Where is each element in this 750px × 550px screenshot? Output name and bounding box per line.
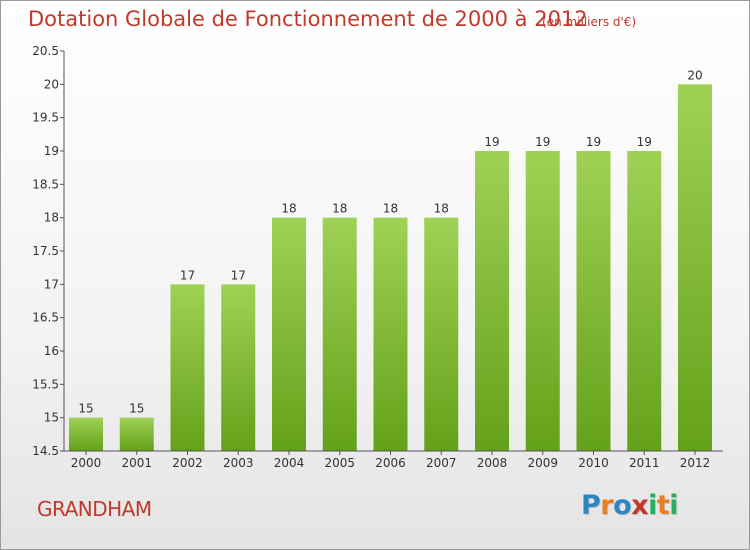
bar-value-label: 18 — [281, 202, 296, 216]
bar-value-label: 19 — [637, 135, 652, 149]
axes-layer: 14.5 15 15.5 16 16.5 17 17.5 18 18.5 19 19.5 20 20.5… — [32, 44, 723, 470]
logo-letter: i — [669, 490, 679, 521]
y-tick-label: 16.5 — [32, 311, 59, 325]
y-tick-label: 14.5 — [32, 444, 59, 458]
x-tick-label: 2010 — [578, 456, 609, 470]
logo-letter: t — [656, 490, 670, 521]
bar — [373, 217, 408, 451]
y-tick-label: 18.5 — [32, 177, 59, 191]
logo-letter: r — [600, 490, 614, 521]
chart-unit-note: (en milliers d'€) — [542, 15, 637, 29]
bar — [678, 84, 712, 451]
bar — [221, 284, 256, 451]
place-label: GRANDHAM — [37, 497, 152, 521]
bar — [475, 151, 509, 451]
y-tick-label: 16 — [44, 344, 59, 358]
x-tick-label: 2008 — [477, 456, 508, 470]
bar-value-label: 19 — [586, 135, 601, 149]
bar-value-label: 20 — [687, 68, 702, 82]
y-tick-label: 17 — [44, 277, 59, 291]
bar — [627, 151, 662, 451]
y-tick-label: 19 — [44, 144, 59, 158]
y-tick-label: 19.5 — [32, 111, 59, 125]
bar-value-label: 18 — [434, 202, 449, 216]
y-tick-label: 17.5 — [32, 244, 59, 258]
y-tick-label: 20.5 — [32, 44, 59, 58]
y-tick-label: 15.5 — [32, 377, 59, 391]
bar — [272, 217, 306, 451]
bar-value-label: 15 — [78, 402, 93, 416]
x-tick-label: 2007 — [426, 456, 457, 470]
x-tick-label: 2005 — [324, 456, 355, 470]
bar-value-label: 18 — [383, 202, 398, 216]
bar — [170, 284, 205, 451]
bar-value-label: 17 — [231, 268, 246, 282]
logo-letter: P — [581, 490, 601, 521]
x-tick-label: 2002 — [172, 456, 203, 470]
x-tick-label: 2003 — [223, 456, 254, 470]
logo-letter: x — [631, 490, 649, 521]
bar-value-label: 15 — [129, 402, 144, 416]
y-tick-label: 18 — [44, 211, 59, 225]
bar — [69, 417, 103, 451]
x-tick-label: 2011 — [629, 456, 660, 470]
x-tick-label: 2009 — [527, 456, 558, 470]
proxiti-logo: Proxiti — [581, 490, 679, 521]
bars-layer: 15 15 17 17 18 18 18 18 19 19 19 19 20 — [69, 68, 712, 451]
logo-letter: i — [648, 490, 657, 521]
bar-value-label: 19 — [535, 135, 550, 149]
bar-value-label: 18 — [332, 202, 347, 216]
x-tick-label: 2012 — [680, 456, 711, 470]
x-tick-label: 2000 — [71, 456, 102, 470]
x-tick-label: 2001 — [121, 456, 152, 470]
bar — [525, 151, 560, 451]
chart-title: Dotation Globale de Fonctionnement de 20… — [28, 7, 588, 31]
bar-value-label: 17 — [180, 268, 195, 282]
bar — [576, 151, 611, 451]
bar — [322, 217, 357, 451]
bar — [424, 217, 459, 451]
logo-letter: o — [613, 490, 632, 521]
y-tick-label: 20 — [44, 77, 59, 91]
x-tick-label: 2004 — [274, 456, 305, 470]
bar-value-label: 19 — [484, 135, 499, 149]
bar — [119, 417, 154, 451]
y-tick-label: 15 — [44, 411, 59, 425]
x-tick-label: 2006 — [375, 456, 406, 470]
